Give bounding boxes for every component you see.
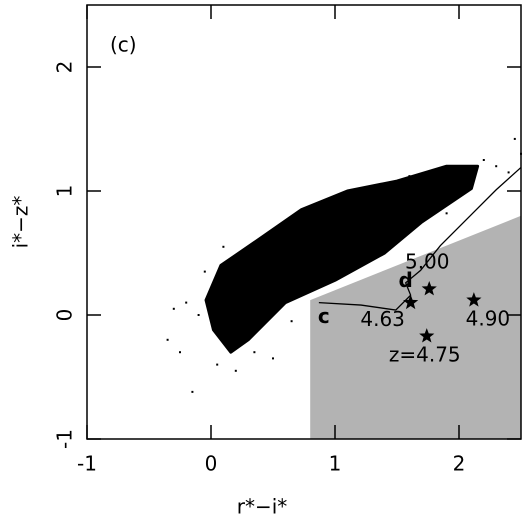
quasar-label: 5.00: [405, 249, 450, 273]
panel-label: (c): [110, 33, 137, 57]
y-tick-label: -1: [53, 429, 77, 449]
point: [495, 165, 498, 168]
x-tick-label: -1: [77, 452, 97, 476]
point: [507, 171, 510, 174]
quasar-label: 4.63: [360, 307, 405, 331]
track-label: d: [399, 268, 413, 292]
track-label: c: [318, 304, 330, 328]
x-tick-label: 2: [453, 452, 466, 476]
point: [234, 369, 237, 372]
quasar-label: z=4.75: [389, 343, 461, 367]
selection-region: [310, 215, 521, 439]
point: [513, 137, 516, 140]
y-tick-label: 2: [53, 61, 77, 74]
point: [253, 351, 256, 354]
point: [482, 159, 485, 161]
point: [445, 212, 448, 215]
x-axis-label: r*−i*: [237, 495, 288, 519]
point: [197, 314, 200, 316]
point: [203, 270, 206, 273]
point: [216, 363, 219, 366]
quasar-star: [419, 328, 435, 343]
y-axis-label: i*−z*: [9, 196, 33, 249]
y-tick-label: 1: [53, 185, 77, 198]
quasar-label: 4.90: [466, 307, 511, 331]
point: [222, 245, 225, 248]
point: [408, 175, 411, 178]
point: [185, 301, 188, 304]
quasar-star: [466, 292, 482, 307]
y-tick-label: 0: [53, 309, 77, 322]
x-tick-label: 0: [205, 452, 218, 476]
plot-frame: [86, 4, 522, 440]
point: [191, 390, 194, 393]
quasar-star: [421, 280, 437, 296]
stellar-locus: [204, 164, 480, 354]
point: [166, 338, 169, 341]
point: [290, 320, 293, 323]
point: [272, 357, 274, 360]
x-tick-label: 1: [329, 452, 342, 476]
quasar-star: [403, 294, 419, 310]
point: [172, 307, 175, 310]
point: [179, 351, 181, 354]
track-line: [318, 166, 522, 311]
